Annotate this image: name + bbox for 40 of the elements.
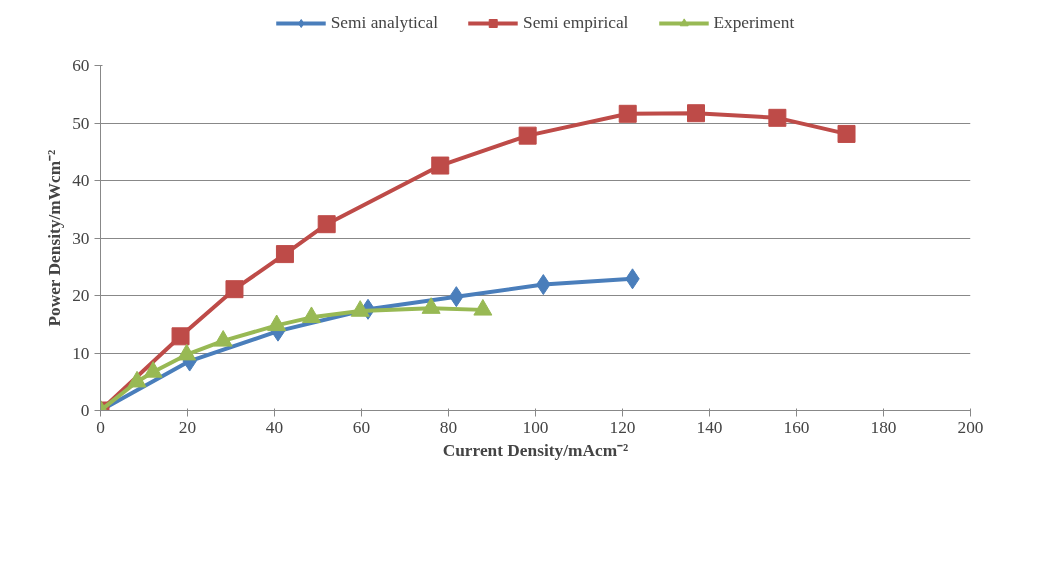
- x-axis-title: Current Density/mAcm⁻²: [442, 440, 629, 460]
- x-tick-label: 20: [178, 417, 197, 437]
- x-tick-label: 140: [696, 417, 723, 437]
- y-tick-label: 0: [80, 401, 90, 420]
- point: [127, 370, 147, 388]
- point: [618, 104, 637, 123]
- x-tick-label: 0: [96, 417, 105, 437]
- point: [518, 126, 537, 145]
- point: [177, 343, 197, 361]
- point: [275, 245, 294, 264]
- y-tick-label: 30: [72, 228, 90, 248]
- point: [421, 297, 441, 314]
- x-tick-label: 120: [609, 417, 636, 437]
- point: [431, 156, 450, 175]
- legend-label: Semi empirical: [523, 12, 629, 33]
- point: [768, 108, 787, 127]
- point: [267, 314, 287, 332]
- y-tick-label: 60: [72, 56, 90, 75]
- y-tick-label: 50: [72, 113, 90, 133]
- point: [350, 300, 370, 317]
- x-tick-label: 40: [265, 417, 284, 437]
- point: [473, 298, 493, 316]
- x-tick-label: 200: [957, 417, 984, 437]
- y-tick-label: 10: [72, 343, 90, 363]
- point: [213, 330, 233, 347]
- y-tick-label: 20: [72, 286, 90, 305]
- legend-label: Semi analytical: [330, 12, 439, 33]
- x-tick-label: 160: [783, 417, 810, 437]
- point: [301, 306, 321, 324]
- point: [317, 215, 336, 234]
- x-tick-label: 80: [439, 417, 458, 437]
- y-axis-title: Power Density/mWcm⁻²: [45, 149, 65, 327]
- point: [143, 361, 163, 378]
- x-tick-label: 60: [352, 417, 371, 437]
- x-tick-label: 180: [870, 417, 897, 437]
- y-tick-label: 40: [72, 171, 90, 190]
- legend-label: Experiment: [713, 12, 795, 33]
- point: [837, 124, 856, 143]
- x-tick-label: 100: [522, 417, 549, 437]
- point: [687, 104, 706, 123]
